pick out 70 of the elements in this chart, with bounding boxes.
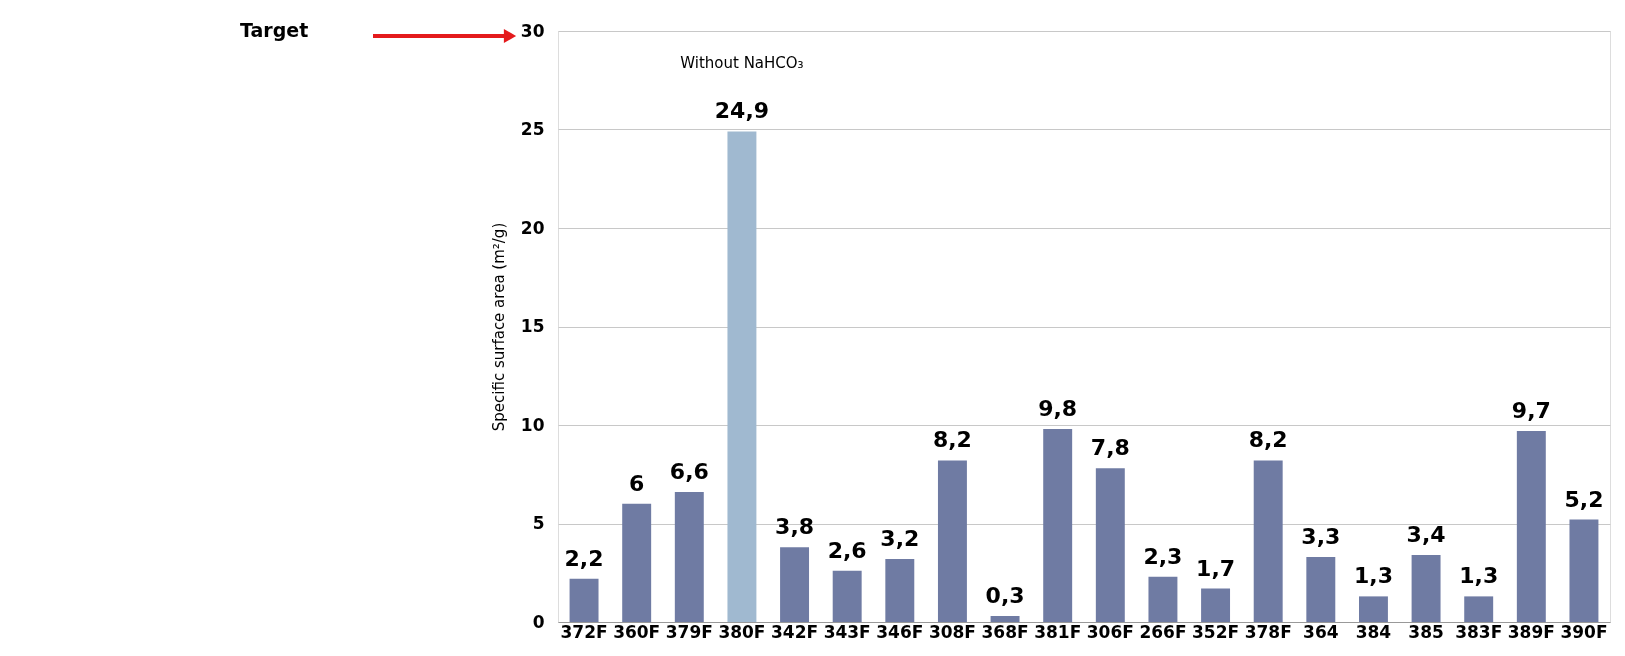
bar — [937, 460, 967, 622]
text: Target — [240, 19, 309, 41]
data-label: 1,3 — [1353, 563, 1393, 589]
x-tick-label: 364 — [1303, 621, 1339, 642]
bar — [569, 578, 599, 622]
y-tick-label: 30 — [520, 20, 545, 41]
data-label: 2,6 — [827, 537, 867, 563]
x-tick-label: 360F — [613, 621, 661, 642]
data-label: 6 — [629, 470, 645, 496]
x-tick-label: 368F — [981, 621, 1029, 642]
x-tick-label: 346F — [876, 621, 924, 642]
x-tick-label: 343F — [823, 621, 871, 642]
data-label: 9,8 — [1038, 395, 1078, 421]
bar — [727, 131, 757, 622]
data-label: 0,3 — [985, 583, 1025, 609]
bar — [832, 570, 862, 622]
bar — [1095, 468, 1125, 622]
x-tick-label: 378F — [1244, 621, 1292, 642]
data-label: 8,2 — [1248, 427, 1288, 453]
x-tick-label: 380F — [718, 621, 766, 642]
bar — [990, 616, 1020, 622]
data-label: 9,7 — [1511, 397, 1551, 423]
data-label: 6,6 — [669, 458, 709, 484]
x-tick-label: 372F — [560, 621, 608, 642]
data-label: 5,2 — [1564, 486, 1604, 512]
x-tick-label: 266F — [1139, 621, 1187, 642]
x-tick-label: 381F — [1034, 621, 1082, 642]
x-tick-label: 384 — [1355, 621, 1392, 642]
bar — [1464, 596, 1494, 622]
y-tick-label: 10 — [520, 414, 545, 435]
y-axis-title: Specific surface area (m²/g) — [489, 222, 508, 432]
y-tick-label: 0 — [532, 611, 545, 632]
data-label: 3,8 — [775, 514, 815, 540]
x-tick-label: 383F — [1455, 621, 1503, 642]
bar — [1411, 555, 1441, 622]
x-tick-label: 352F — [1192, 621, 1240, 642]
data-label: 1,3 — [1459, 563, 1499, 589]
bar — [1253, 460, 1283, 622]
bar — [622, 503, 652, 622]
bar — [1569, 519, 1599, 622]
data-label: 3,4 — [1406, 522, 1446, 548]
x-tick-label: 342F — [771, 621, 819, 642]
bar — [1043, 428, 1073, 622]
data-label: 8,2 — [932, 427, 972, 453]
x-tick-label: 306F — [1086, 621, 1134, 642]
x-tick-label: 389F — [1507, 621, 1555, 642]
data-label: 3,3 — [1301, 523, 1341, 549]
bar — [1306, 556, 1336, 622]
data-label: 24,9 — [714, 98, 770, 124]
data-label: 1,7 — [1196, 555, 1236, 581]
annotation: Without NaHCO₃ — [680, 54, 804, 72]
data-label: 2,3 — [1143, 543, 1183, 569]
x-tick-label: 308F — [928, 621, 976, 642]
y-tick-label: 20 — [520, 217, 545, 238]
y-tick-label: 25 — [520, 119, 545, 139]
y-tick-label: 5 — [532, 513, 545, 533]
data-label: 3,2 — [880, 525, 920, 551]
data-label: 2,2 — [564, 545, 604, 571]
bar — [1148, 576, 1178, 622]
bar — [1516, 430, 1546, 622]
data-label: 7,8 — [1090, 435, 1130, 461]
bar — [1358, 596, 1388, 622]
x-tick-label: 379F — [665, 621, 713, 642]
bar — [1201, 588, 1231, 622]
bar — [674, 491, 704, 622]
y-tick-label: 15 — [520, 316, 545, 336]
bar — [780, 547, 810, 622]
bar — [885, 558, 915, 622]
x-tick-label: 385 — [1408, 621, 1444, 642]
x-tick-label: 390F — [1560, 621, 1608, 642]
